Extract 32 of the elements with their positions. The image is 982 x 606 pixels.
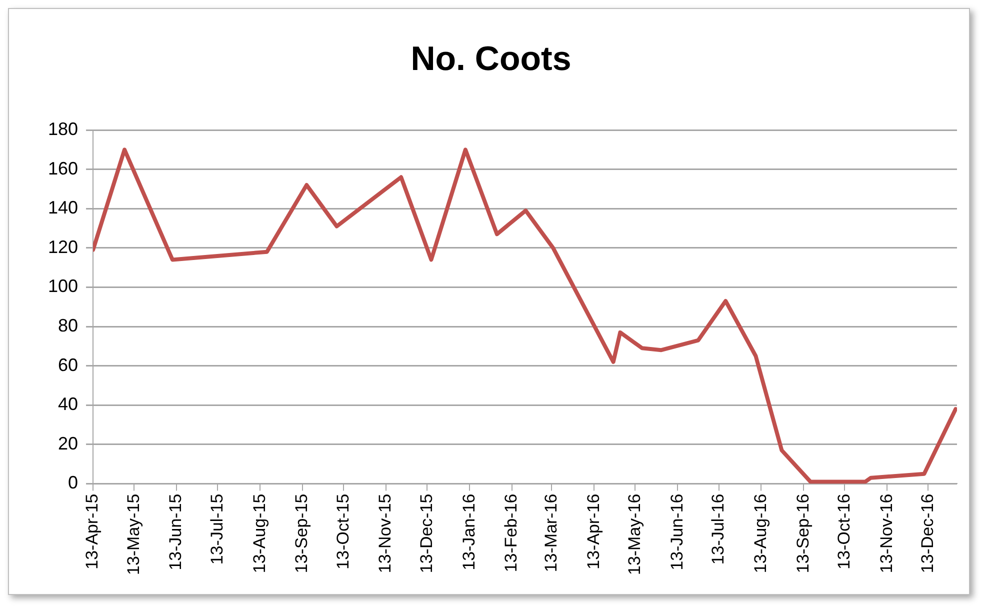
x-tick-label: 13-May-16 bbox=[624, 494, 644, 576]
x-tick-label: 13-Oct-15 bbox=[333, 494, 352, 570]
x-tick-label: 13-Aug-15 bbox=[250, 494, 269, 574]
x-tick-label: 13-Apr-15 bbox=[82, 494, 102, 570]
y-tick-label: 140 bbox=[48, 198, 78, 218]
x-tick-label: 13-Dec-16 bbox=[918, 494, 937, 574]
x-tick-label: 13-Mar-16 bbox=[541, 494, 560, 572]
x-tick-label: 13-Jul-15 bbox=[207, 494, 226, 565]
y-tick-label: 160 bbox=[48, 158, 78, 178]
x-tick-label: 13-Jun-16 bbox=[667, 494, 686, 570]
y-tick-label: 40 bbox=[58, 394, 78, 414]
x-tick-label: 13-Oct-16 bbox=[834, 494, 854, 570]
y-tick-label: 180 bbox=[48, 118, 78, 139]
x-tick-label: 13-Sep-15 bbox=[292, 494, 312, 574]
x-tick-label: 13-Jun-15 bbox=[166, 494, 186, 570]
y-tick-label: 0 bbox=[68, 472, 78, 493]
x-tick-label: 13-Feb-16 bbox=[502, 494, 521, 572]
y-tick-label: 60 bbox=[58, 354, 78, 375]
x-tick-label: 13-Apr-16 bbox=[584, 494, 603, 570]
x-tick-label: 13-Aug-16 bbox=[750, 494, 770, 574]
x-tick-label: 13-Dec-15 bbox=[416, 494, 436, 574]
x-tick-label: 13-Sep-16 bbox=[793, 494, 812, 574]
x-tick-label: 13-Nov-16 bbox=[876, 494, 896, 574]
y-tick-label: 80 bbox=[58, 315, 78, 336]
chart-title: No. Coots bbox=[410, 40, 572, 79]
y-tick-label: 120 bbox=[48, 236, 78, 257]
x-tick-label: 13-May-15 bbox=[124, 494, 143, 576]
y-tick-label: 20 bbox=[58, 433, 78, 454]
y-tick-label: 100 bbox=[48, 276, 78, 296]
x-tick-label: 13-Jul-16 bbox=[708, 494, 728, 565]
x-tick-label: 13-Jan-16 bbox=[459, 494, 478, 570]
x-tick-label: 13-Nov-15 bbox=[376, 494, 395, 574]
